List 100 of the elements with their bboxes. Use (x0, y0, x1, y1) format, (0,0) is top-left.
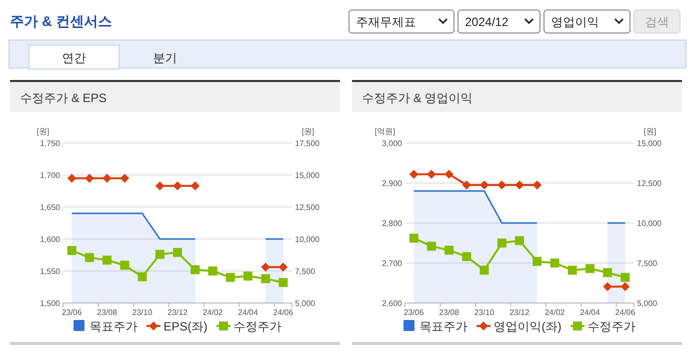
legend-label: 목표주가 (420, 320, 468, 334)
x-tick-label: 24/06 (615, 308, 636, 317)
y2-axis-title: [원] (644, 127, 656, 136)
text: 분기 (153, 51, 177, 65)
text: 주재무제표 (356, 15, 416, 29)
y2-tick-label: 7,500 (295, 267, 316, 276)
point (409, 234, 418, 243)
point (102, 256, 112, 265)
legend-label: 목표주가 (89, 320, 138, 334)
y-tick-label: 1,550 (40, 267, 61, 276)
y-tick-label: 1,600 (40, 235, 61, 244)
point (84, 174, 94, 183)
legend-label: 수정주가 (234, 320, 282, 334)
point (532, 256, 542, 266)
point (585, 264, 594, 274)
point (67, 174, 76, 183)
x-tick-label: 23/12 (509, 308, 530, 317)
y2-tick-label: 12,500 (637, 179, 662, 188)
point (173, 181, 182, 190)
point (278, 262, 288, 272)
text: 영업이익 (551, 15, 599, 29)
point (67, 246, 76, 256)
point (409, 170, 418, 179)
point (155, 250, 164, 259)
y-axis-title: [원] (36, 127, 50, 136)
point (515, 236, 524, 246)
text: 연간 (62, 51, 86, 65)
point (208, 266, 218, 276)
y2-tick-label: 10,000 (637, 219, 662, 228)
point (120, 260, 130, 270)
point (243, 272, 252, 281)
point (190, 265, 200, 274)
point (120, 174, 130, 183)
y2-tick-label: 10,000 (295, 235, 320, 244)
y-tick-label: 2,600 (382, 299, 403, 308)
y-tick-label: 2,900 (382, 179, 403, 188)
x-tick-label: 23/08 (97, 308, 118, 317)
text: 검색 (645, 15, 669, 29)
y2-tick-label: 17,500 (295, 139, 320, 148)
point (226, 272, 235, 282)
point (497, 238, 506, 248)
point (444, 170, 454, 179)
point (278, 278, 288, 288)
point (603, 268, 612, 278)
point (138, 272, 147, 282)
x-tick-label: 24/06 (273, 308, 294, 317)
point (532, 180, 542, 190)
y-tick-label: 2,700 (382, 259, 403, 268)
point (462, 180, 472, 190)
y-axis-title: [억원] (374, 127, 396, 136)
point (620, 282, 630, 292)
point (444, 246, 454, 255)
x-tick-label: 24/02 (544, 308, 566, 317)
x-tick-label: 24/04 (580, 308, 601, 317)
point (102, 174, 112, 183)
y2-tick-label: 7,500 (637, 259, 658, 268)
point (497, 180, 506, 190)
x-tick-label: 23/08 (439, 308, 460, 317)
point (620, 272, 630, 282)
point (515, 180, 524, 190)
point (261, 262, 270, 272)
point (550, 258, 560, 268)
y2-tick-label: 15,000 (637, 139, 662, 148)
point (603, 282, 612, 292)
x-tick-label: 23/12 (167, 308, 188, 317)
legend-label: EPS(좌) (163, 320, 208, 334)
text: 2024/12 (465, 15, 509, 29)
x-tick-label: 23/06 (62, 308, 82, 317)
point (480, 266, 489, 275)
x-tick-label: 23/06 (404, 308, 424, 317)
y2-axis-title: [원] (302, 127, 314, 136)
legend-label: 수정주가 (588, 320, 636, 334)
x-tick-label: 24/02 (202, 308, 224, 317)
y-tick-label: 2,800 (382, 219, 403, 228)
chart-title: 수정주가 & 영업이익 (362, 91, 473, 105)
y-tick-label: 1,750 (40, 139, 61, 148)
y2-tick-label: 5,000 (637, 299, 658, 308)
point (84, 253, 94, 262)
legend-label: 영업이익(좌) (494, 320, 562, 334)
point (480, 180, 489, 190)
chart-title: 수정주가 & EPS (20, 91, 107, 105)
point (261, 274, 270, 284)
y2-tick-label: 12,500 (295, 203, 320, 212)
point (173, 248, 182, 257)
y-tick-label: 1,650 (40, 203, 61, 212)
point (426, 242, 436, 251)
x-tick-label: 24/04 (238, 308, 259, 317)
x-tick-label: 23/10 (132, 308, 153, 317)
y-tick-label: 3,000 (382, 139, 403, 148)
point (568, 266, 577, 275)
x-tick-label: 23/10 (474, 308, 495, 317)
y-tick-label: 1,500 (40, 299, 61, 308)
point (462, 252, 472, 262)
y2-tick-label: 5,000 (295, 299, 316, 308)
y2-tick-label: 15,000 (295, 171, 320, 180)
point (190, 181, 200, 190)
point (155, 181, 164, 190)
point (426, 170, 436, 179)
text: 주가 & 컨센서스 (10, 13, 112, 29)
y-tick-label: 1,700 (40, 171, 61, 180)
